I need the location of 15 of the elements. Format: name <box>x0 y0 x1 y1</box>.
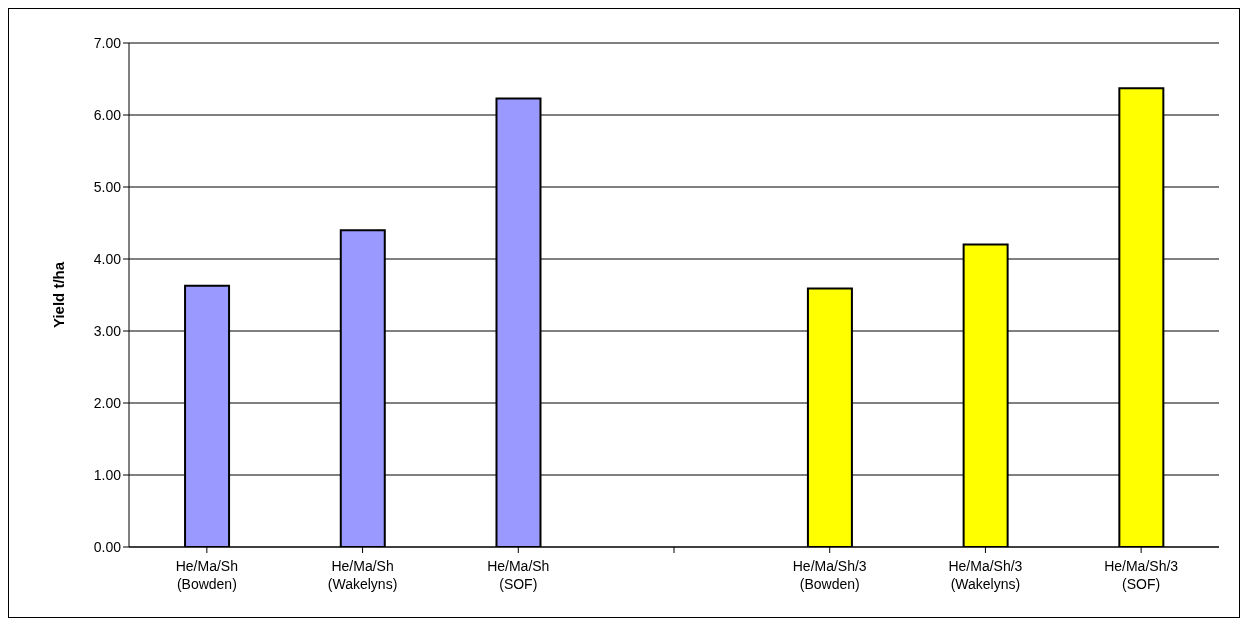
x-tick-label: He/Ma/Sh (Bowden) <box>175 558 238 592</box>
x-tick-label: He/Ma/Sh (Wakelyns) <box>327 558 398 592</box>
x-tick-label: He/Ma/Sh (SOF) <box>487 558 550 592</box>
y-tick-label: 7.00 <box>93 34 122 51</box>
x-tick-label: He/Ma/Sh/3 (Wakelyns) <box>948 558 1023 592</box>
y-tick-label: 4.00 <box>93 250 122 267</box>
y-axis-title: Yield t/ha <box>50 261 68 329</box>
y-tick-label: 2.00 <box>93 394 122 411</box>
y-tick-label: 1.00 <box>93 466 122 483</box>
x-tick-label: He/Ma/Sh/3 (SOF) <box>1104 558 1179 592</box>
y-tick-label: 3.00 <box>93 322 122 339</box>
x-tick-label: He/Ma/Sh/3 (Bowden) <box>792 558 867 592</box>
y-tick-label: 6.00 <box>93 106 122 123</box>
y-tick-label: 0.00 <box>93 538 122 555</box>
y-tick-label: 5.00 <box>93 178 122 195</box>
